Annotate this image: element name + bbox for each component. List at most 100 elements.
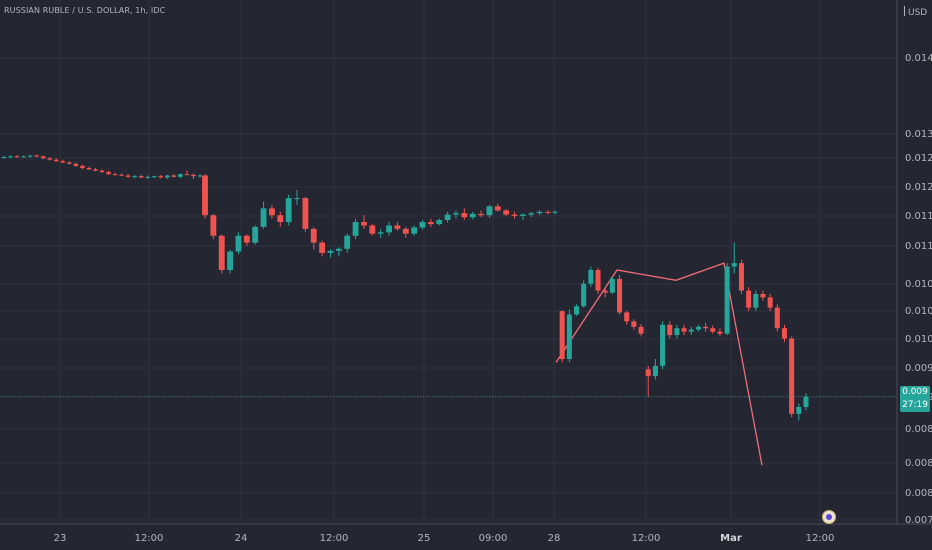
last-price-value: 0.009 bbox=[902, 387, 928, 397]
candle-body bbox=[436, 220, 443, 225]
candle-body bbox=[631, 321, 637, 327]
candle-body bbox=[335, 248, 342, 251]
candle-body bbox=[310, 228, 317, 243]
price-tick-label: 0.011 bbox=[905, 241, 932, 252]
candle-body bbox=[138, 176, 144, 178]
candle-body bbox=[638, 326, 644, 334]
candle-body bbox=[202, 175, 208, 216]
candle-body bbox=[609, 278, 615, 293]
candle-body bbox=[444, 214, 451, 220]
candle-body bbox=[595, 270, 601, 291]
price-tick-label: 0.011 bbox=[905, 211, 932, 222]
candle-body bbox=[588, 270, 594, 284]
candle-body bbox=[14, 156, 20, 158]
candle-body bbox=[703, 326, 709, 329]
time-tick-label: 25 bbox=[418, 533, 431, 544]
time-tick-label: Mar bbox=[720, 533, 742, 544]
candle-body bbox=[789, 338, 795, 414]
candle-body bbox=[93, 169, 98, 171]
candle-body bbox=[574, 306, 580, 315]
pattern-line bbox=[555, 262, 763, 466]
price-tick-label: 0.009 bbox=[905, 363, 932, 374]
candle-body bbox=[753, 293, 759, 308]
candle-body bbox=[774, 307, 780, 329]
candle-body bbox=[688, 329, 694, 332]
candle-body bbox=[285, 198, 292, 223]
candle-body bbox=[402, 228, 409, 234]
time-tick-label: 12:00 bbox=[632, 533, 661, 544]
candle-body bbox=[660, 324, 666, 366]
candle-body bbox=[461, 213, 468, 218]
time-tick-label: 12:00 bbox=[320, 533, 349, 544]
time-tick-label: 24 bbox=[235, 533, 248, 544]
time-tick-label: 12:00 bbox=[806, 533, 835, 544]
last-price-badge: 0.009 27:19 bbox=[900, 386, 930, 412]
candle-body bbox=[243, 235, 250, 243]
candle-body bbox=[369, 225, 376, 234]
candle-body bbox=[486, 206, 493, 216]
price-tick-label: 0.014 bbox=[905, 53, 932, 64]
candle-body bbox=[667, 324, 673, 336]
candle-body bbox=[681, 328, 687, 332]
candle-body bbox=[781, 328, 787, 339]
candle-body bbox=[53, 159, 59, 162]
candle-body bbox=[494, 206, 501, 211]
candle-body bbox=[624, 312, 630, 322]
candle-body bbox=[469, 213, 476, 218]
candle-body bbox=[746, 290, 752, 308]
candle-body bbox=[731, 263, 737, 267]
candle-body bbox=[377, 232, 384, 234]
price-tick-label: 0.012 bbox=[905, 182, 932, 193]
time-axis[interactable]: 23 12:00 24 12:00 25 09:00 28 12:00 Mar 12:00 bbox=[54, 533, 835, 544]
candle-body bbox=[411, 227, 418, 234]
pattern-drawing bbox=[555, 262, 763, 466]
tradingview-logo-icon[interactable] bbox=[822, 510, 836, 524]
candle-body bbox=[302, 198, 309, 229]
candle-body bbox=[8, 156, 13, 158]
candle-body bbox=[419, 222, 426, 228]
currency-text: USD bbox=[908, 8, 928, 18]
candle-body bbox=[361, 222, 367, 226]
candle-body bbox=[724, 266, 730, 334]
time-tick-label: 28 bbox=[548, 533, 561, 544]
candle-body bbox=[552, 211, 558, 213]
candle-body bbox=[695, 326, 701, 330]
candle-body bbox=[1, 156, 7, 158]
candle-body bbox=[796, 406, 802, 414]
currency-label[interactable]: USD bbox=[904, 6, 927, 18]
candle-body bbox=[218, 235, 225, 270]
candle-body bbox=[566, 314, 572, 360]
candle-body bbox=[106, 172, 111, 175]
candle-body bbox=[119, 174, 124, 176]
chart-grid bbox=[0, 0, 897, 524]
candle-body bbox=[80, 165, 85, 168]
price-tick-label: 0.007 bbox=[905, 515, 932, 526]
candle-body bbox=[86, 167, 92, 170]
candle-body bbox=[47, 158, 53, 160]
candle-body bbox=[559, 311, 565, 360]
candle-body bbox=[210, 215, 217, 236]
candle-body bbox=[171, 175, 177, 177]
candle-body bbox=[394, 225, 401, 229]
price-tick-label: 0.008 bbox=[905, 424, 932, 435]
candle-body bbox=[145, 176, 151, 178]
candle-body bbox=[252, 226, 259, 243]
candle-body bbox=[511, 214, 518, 216]
candle-body bbox=[277, 215, 284, 223]
candlestick-series bbox=[0, 154, 897, 421]
candle-body bbox=[519, 214, 526, 216]
candle-body bbox=[125, 175, 131, 177]
candle-body bbox=[528, 213, 535, 215]
candle-body bbox=[386, 225, 392, 233]
price-tick-label: 0.008 bbox=[905, 488, 932, 499]
candle-body bbox=[260, 208, 267, 227]
candle-body bbox=[112, 174, 118, 176]
candle-body bbox=[803, 396, 809, 407]
candle-body bbox=[60, 161, 66, 163]
price-axis[interactable]: 0.014 0.013 0.012 0.012 0.011 0.011 0.010 0.010… bbox=[905, 53, 932, 526]
time-tick-label: 09:00 bbox=[479, 533, 508, 544]
candle-body bbox=[67, 162, 72, 164]
price-tick-label: 0.013 bbox=[905, 129, 932, 140]
candle-body bbox=[327, 250, 334, 253]
